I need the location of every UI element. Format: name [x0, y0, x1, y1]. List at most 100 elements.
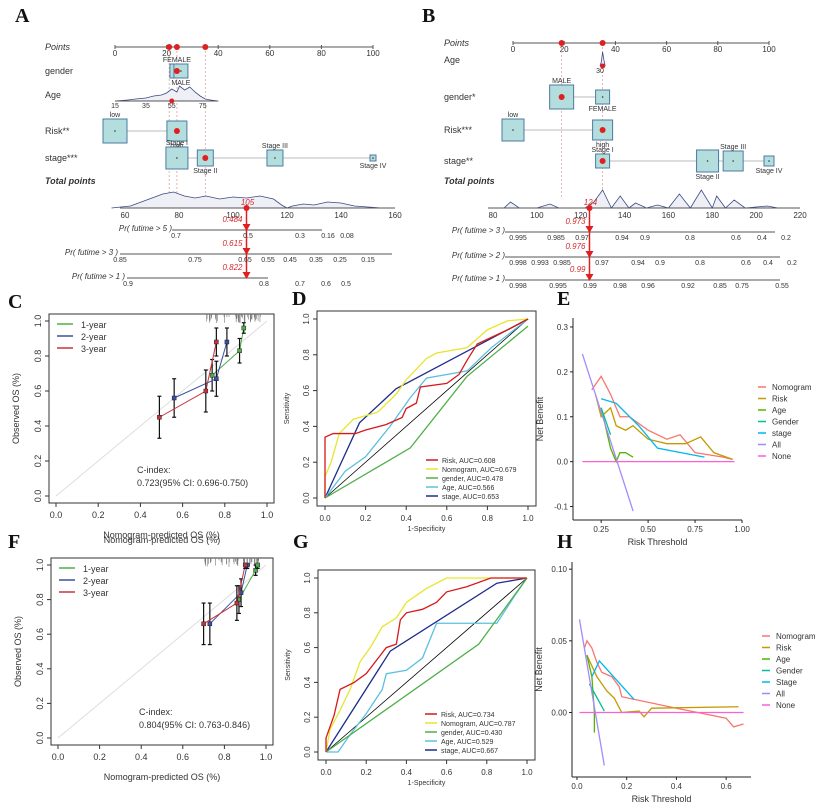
probability-value: 0.615: [222, 239, 243, 248]
total-points-value: 124: [584, 198, 598, 207]
legend-label: Age, AUC=0.566: [442, 485, 494, 492]
probability-tick-label: 0.998: [509, 260, 527, 267]
x-tick-label: 0.0: [52, 752, 65, 762]
probability-value: 0.976: [565, 242, 586, 251]
net-benefit-curve: [592, 661, 634, 700]
total-points-tick-label: 220: [793, 211, 807, 220]
probability-tick-label: 0.94: [615, 235, 629, 242]
x-tick-label: 0.2: [621, 782, 633, 791]
x-tick-label: 0.4: [401, 514, 413, 523]
variable-label: Risk**: [45, 126, 70, 136]
calibration-point: [243, 563, 247, 567]
nomogram-A: Points0 20 40 60 80 100genderFEMALEMALEAge15 3…: [45, 42, 402, 288]
y-tick-label: 0.0: [303, 746, 312, 758]
y-axis-label: Observed OS (%): [11, 373, 21, 444]
total-points-label: Total points: [45, 176, 96, 186]
x-tick-label: 0.8: [219, 510, 232, 520]
level-label: Stage IV: [360, 163, 387, 170]
x-tick-label: 0.2: [92, 510, 105, 520]
probability-label: Pr( futime > 1 ): [452, 274, 505, 283]
total-points-tick-label: 80: [489, 211, 498, 220]
x-tick-label: 0.50: [640, 525, 656, 534]
selected-point-marker: [600, 40, 606, 46]
probability-tick-label: 0.9: [640, 235, 650, 242]
x-tick-label: 0.4: [671, 782, 683, 791]
y-tick-label: 0.8: [303, 607, 312, 619]
y-tick-label: 0.6: [302, 384, 311, 396]
y-axis-label: Sensitivity: [285, 649, 292, 681]
x-tick-label: 0.75: [687, 525, 703, 534]
y-tick-label: 0.4: [33, 420, 43, 433]
level-label: FEMALE: [589, 106, 617, 113]
points-tick-label: 60: [662, 45, 671, 54]
calibration-point: [238, 349, 242, 353]
variable-label: Age: [45, 90, 61, 100]
total-points-tick-label: 60: [121, 211, 130, 220]
legend-label: 3-year: [83, 588, 109, 598]
x-tick-label: 0.8: [481, 768, 493, 777]
legend-label: All: [776, 690, 785, 699]
total-points-label: Total points: [444, 176, 495, 186]
level-label: low: [508, 112, 519, 119]
level-label: Stage II: [695, 174, 719, 181]
probability-tick-label: 0.4: [757, 235, 767, 242]
level-dot: [114, 130, 116, 132]
y-tick-label: 0.8: [302, 349, 311, 361]
age-tick-label: 15: [111, 103, 119, 110]
decision-curve-H: 0.0 0.2 0.4 0.60.000.050.10NomogramRiskAgeG…: [534, 562, 816, 804]
selected-age-marker: [600, 64, 605, 69]
total-points-tick-label: 160: [662, 211, 676, 220]
x-axis-label: Risk Threshold: [628, 537, 688, 547]
probability-tick-label: 0.993: [531, 260, 549, 267]
points-tick-label: 0: [113, 49, 118, 58]
level-label: MALE: [171, 80, 190, 87]
points-tick-label: 80: [713, 45, 722, 54]
calibration-point: [210, 373, 214, 377]
total-points-tick-label: 200: [749, 211, 763, 220]
total-points-tick-label: 160: [388, 211, 402, 220]
legend-label: 2-year: [81, 332, 107, 342]
points-tick-label: 40: [611, 45, 620, 54]
total-points-tick-label: 80: [175, 211, 184, 220]
probability-tick-label: 0.97: [575, 235, 589, 242]
level-dot: [512, 129, 514, 131]
c-index-value: 0.804(95% CI: 0.763-0.846): [139, 720, 250, 730]
calibration-point: [204, 389, 208, 393]
level-label: low: [110, 112, 121, 119]
probability-tick-label: 0.55: [775, 283, 789, 290]
variable-label: gender*: [444, 92, 476, 102]
age-tick-label: 30: [596, 68, 604, 75]
legend-label: Age, AUC=0.529: [441, 739, 493, 746]
net-benefit-curve: [582, 354, 633, 511]
x-tick-label: 0.8: [482, 514, 494, 523]
points-tick-label: 0: [511, 45, 516, 54]
x-tick-label: 0.0: [50, 510, 63, 520]
probability-label: Pr( futime > 3 ): [65, 248, 118, 257]
y-tick-label: 0.05: [551, 637, 567, 646]
panel-label-A: A: [15, 5, 30, 27]
legend-label: Stage: [776, 678, 797, 687]
y-axis-label: Net Benefit: [535, 396, 545, 441]
total-points-tick-label: 140: [334, 211, 348, 220]
total-points-tick-label: 140: [618, 211, 632, 220]
total-points-tick-label: 100: [530, 211, 544, 220]
x-tick-label: 0.2: [360, 514, 372, 523]
probability-tick-label: 0.998: [509, 283, 527, 290]
y-tick-label: 0.2: [557, 368, 569, 377]
level-dot: [602, 96, 604, 98]
legend-label: Risk: [772, 395, 789, 404]
x-tick-label: 0.4: [135, 752, 148, 762]
legend-label: gender, AUC=0.430: [441, 730, 502, 737]
y-tick-label: 0.2: [303, 711, 312, 723]
probability-tick-label: 0.85: [713, 283, 727, 290]
probability-tick-label: 0.94: [631, 260, 645, 267]
level-label: Stage II: [193, 168, 217, 175]
probability-tick-label: 0.99: [583, 283, 597, 290]
calibration-line: [159, 342, 216, 417]
x-tick-label: 0.2: [93, 752, 106, 762]
x-tick-label: 0.25: [593, 525, 609, 534]
selected-point-marker: [559, 40, 565, 46]
y-tick-label: 0.8: [33, 350, 43, 363]
legend-label: Nomogram, AUC=0.679: [442, 467, 517, 474]
y-tick-label: 0.4: [302, 420, 311, 432]
